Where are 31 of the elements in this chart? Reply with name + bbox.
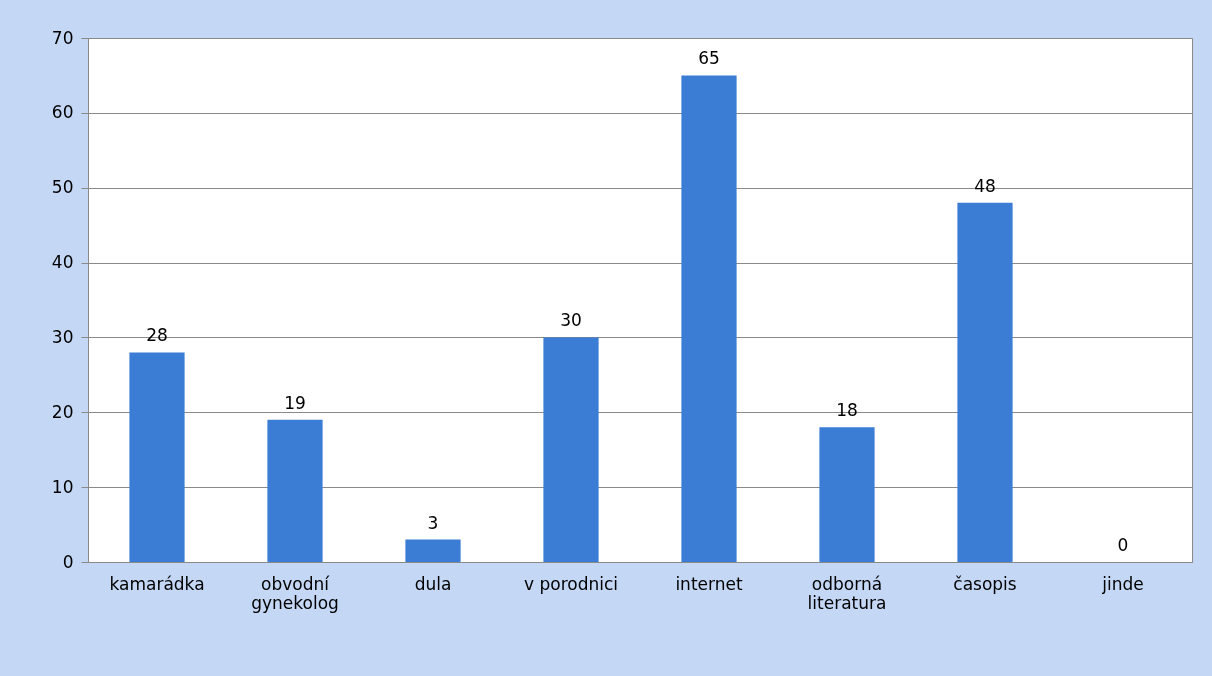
bar xyxy=(543,337,599,562)
y-tick-label: 60 xyxy=(51,102,74,123)
data-label: 0 xyxy=(1117,535,1129,555)
data-label: 30 xyxy=(560,310,582,331)
bar xyxy=(681,75,737,562)
x-tick-label: jinde xyxy=(1101,573,1144,594)
x-tick-label: odborná literatura xyxy=(807,573,887,613)
y-tick-label: 70 xyxy=(51,27,74,48)
bar xyxy=(957,202,1013,562)
x-tick-label: kamarádka xyxy=(109,573,205,594)
data-label: 18 xyxy=(836,400,858,421)
x-tick-label: v porodnici xyxy=(523,573,619,594)
y-tick-label: 0 xyxy=(62,551,74,572)
y-tick-label: 20 xyxy=(51,401,74,422)
bar xyxy=(129,352,185,562)
x-tick-label: obvodní gynekolog xyxy=(251,573,339,613)
bar xyxy=(405,539,461,562)
data-label: 48 xyxy=(974,175,996,196)
y-tick-label: 40 xyxy=(51,252,74,273)
x-tick-label: časopis xyxy=(953,573,1017,594)
y-tick-label: 30 xyxy=(51,326,74,347)
bar xyxy=(267,419,323,562)
bar xyxy=(819,427,875,562)
data-label: 3 xyxy=(427,512,439,533)
y-tick-label: 50 xyxy=(51,177,74,198)
data-label: 19 xyxy=(284,392,306,413)
x-tick-label: internet xyxy=(675,573,743,594)
x-tick-label: dula xyxy=(414,573,452,594)
data-label: 28 xyxy=(146,325,168,346)
data-label: 65 xyxy=(698,48,720,69)
y-tick-label: 10 xyxy=(51,476,74,497)
